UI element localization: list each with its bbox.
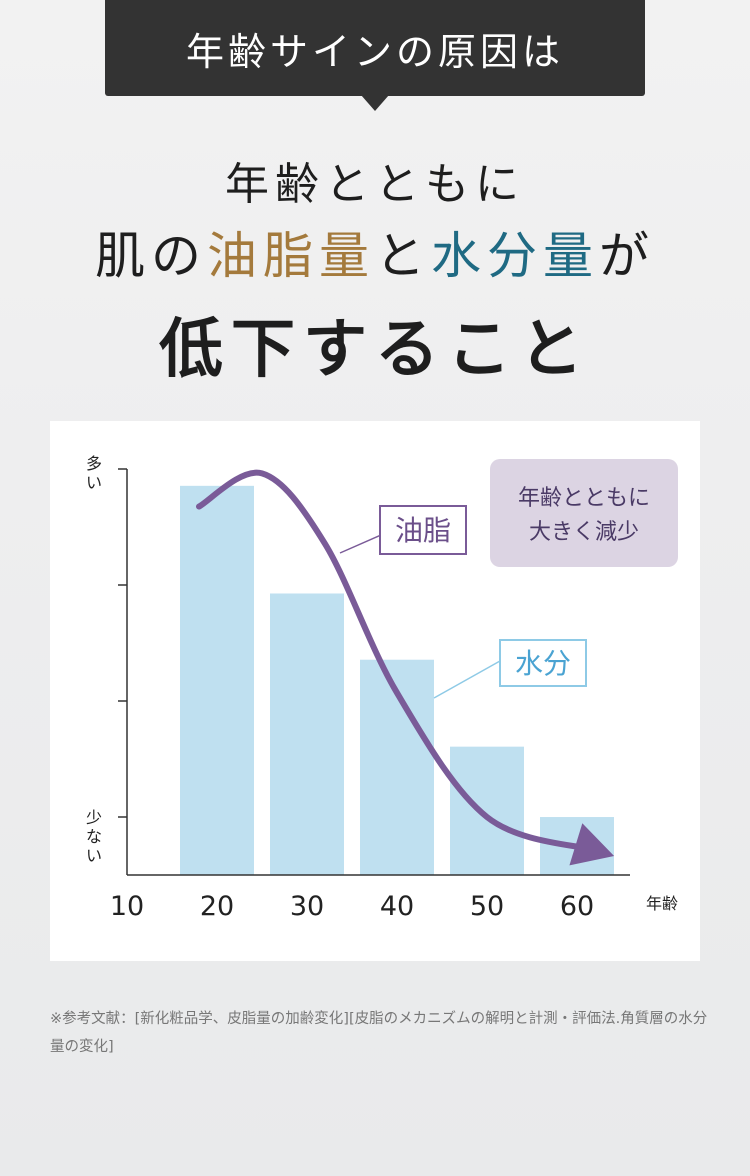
water-bar-50 (450, 746, 524, 875)
water-label-box (499, 639, 587, 687)
headline-line-1: 年齢とともに (225, 159, 525, 210)
badge-pointer (361, 95, 389, 111)
headline-suffix: が (599, 227, 655, 285)
x-tick-label-20: 20 (200, 891, 234, 922)
water-label: 水分 (515, 647, 571, 680)
x-tick-label-30: 30 (290, 891, 324, 922)
x-tick-label-50: 50 (470, 891, 504, 922)
x-axis-label: 年齢 (646, 894, 678, 913)
headline-mid: と (375, 227, 431, 285)
y-label-top-char: い (86, 473, 102, 492)
y-label-bottom-char: な (86, 827, 102, 846)
oil-curve (196, 469, 598, 854)
y-label-top-char: 多 (86, 454, 102, 473)
y-label-bottom-char: 少 (86, 808, 102, 827)
headline-line-2: 肌の油脂量と水分量が (0, 216, 750, 288)
chart-card: 10 20 30 40 50 60 年齢多い少ない 油脂 水分 年齢とともに 大きく減少 (50, 421, 700, 961)
callout-line-1: 年齢とともに (518, 486, 650, 511)
badge-label: 年齢サインの原因は (185, 29, 564, 74)
x-tick-label-60: 60 (560, 891, 594, 922)
callout-box (490, 459, 678, 567)
oil-curve-arrowhead (569, 823, 615, 866)
oil-label: 油脂 (395, 514, 451, 547)
oil-label-box (379, 505, 467, 555)
water-bar-20 (180, 485, 254, 875)
callout-line-2: 大きく減少 (529, 520, 639, 545)
headline-water-term: 水分量 (431, 227, 599, 285)
section-badge: 年齢サインの原因は (105, 0, 645, 96)
headline-prefix: 肌の (95, 227, 207, 285)
headline-line-3: 低下すること (159, 312, 591, 387)
x-tick-label-10: 10 (110, 891, 144, 922)
water-bar-30 (270, 593, 344, 875)
reference-footnote: ※参考文献：[新化粧品学、皮脂量の加齢変化][皮脂のメカニズムの解明と計測・評価… (50, 1011, 708, 1055)
y-label-bottom-char: い (86, 846, 102, 865)
x-tick-label-40: 40 (380, 891, 414, 922)
water-label-leader (433, 660, 501, 699)
headline-oil-term: 油脂量 (207, 227, 375, 285)
